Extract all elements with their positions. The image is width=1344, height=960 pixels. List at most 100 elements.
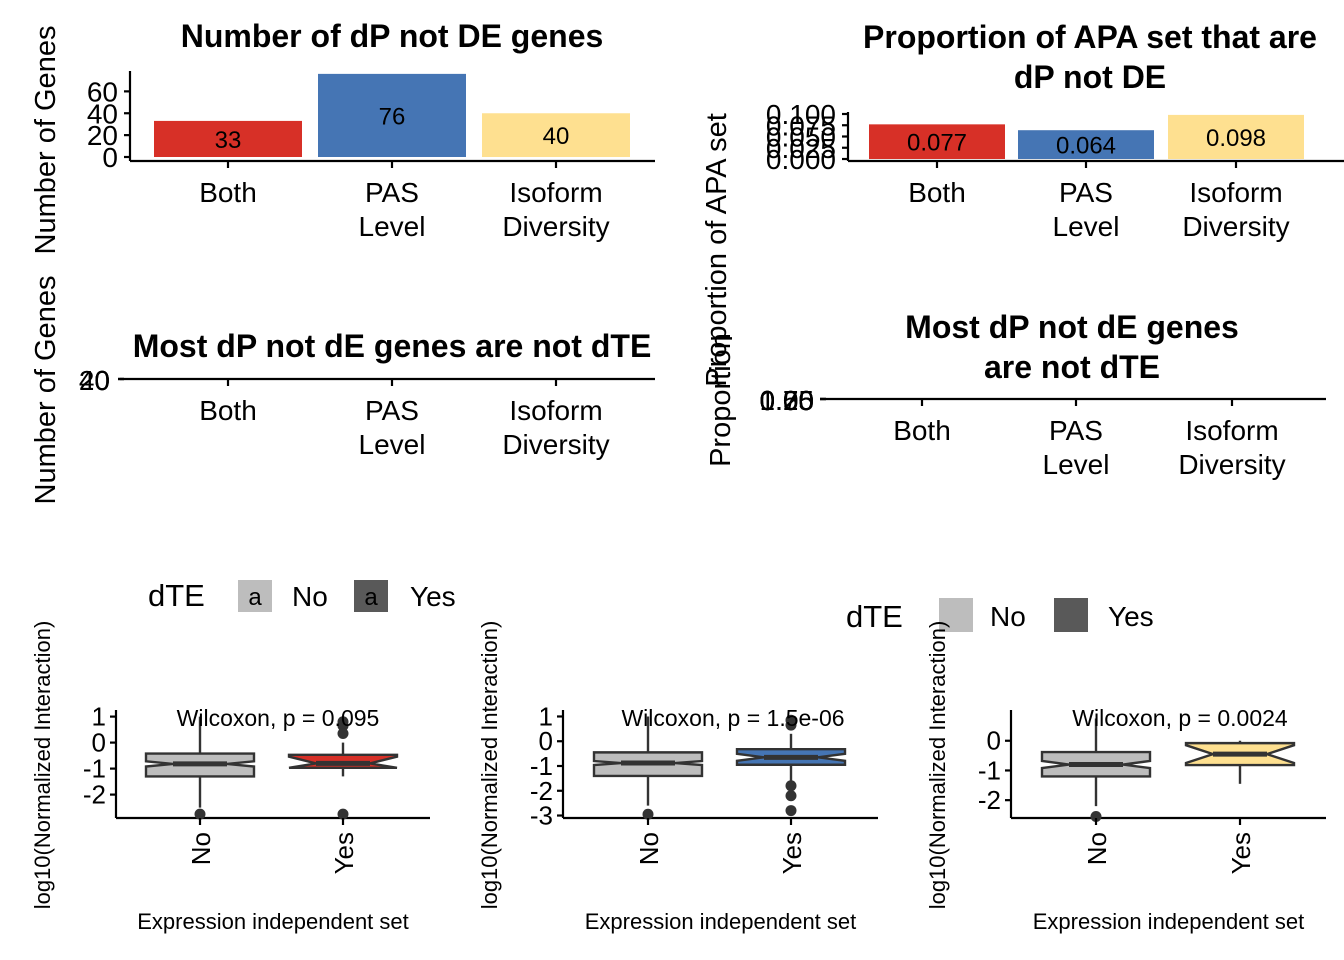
y-tick-label: -1 <box>978 755 1001 785</box>
y-tick-label: 0.50 <box>760 385 815 416</box>
legend-key-glyph: a <box>364 584 378 611</box>
y-axis-title: log10(Normalized Interaction) <box>477 621 502 910</box>
y-axis-title: Number of Genes <box>30 276 62 505</box>
y-tick-label: 40 <box>87 98 118 129</box>
bar-0 <box>869 124 1005 159</box>
x-tick-label: Yes <box>777 832 807 874</box>
outlier-point <box>337 728 349 739</box>
chart-title-line: Most dP not dE genes <box>905 309 1239 345</box>
bar-value-label: 0.064 <box>1056 133 1116 160</box>
outlier-point <box>1090 811 1102 823</box>
x-tick-label: Isoform Diversity <box>1182 177 1289 242</box>
boxplot-panel-3: log10(Normalized Interaction) Expression … <box>925 621 1326 934</box>
x-tick-label: No <box>1082 832 1112 865</box>
y-tick-label: 20 <box>87 120 118 151</box>
y-tick-label: 0.100 <box>766 99 836 130</box>
y-tick-label: -1 <box>83 754 106 784</box>
y-axis-title: Number of Genes <box>30 26 62 255</box>
y-axis-title: Proportion of APA set <box>701 113 733 387</box>
y-tick-label: 0 <box>94 365 110 396</box>
x-tick-label: Yes <box>1226 832 1256 874</box>
x-tick-label-line: Level <box>359 429 426 460</box>
x-tick-label: Both <box>893 415 951 446</box>
count-bar-chart: Number of dP not DE genes Number of Genes… <box>30 18 655 254</box>
y-tick-label: 0.025 <box>766 133 836 164</box>
x-tick-label: PAS Level <box>1043 415 1110 480</box>
outlier-point <box>785 790 797 802</box>
proportion-bar-chart: Proportion of APA set that are dP not DE P… <box>701 19 1344 387</box>
outlier-point <box>785 719 797 731</box>
outlier-point <box>194 808 206 820</box>
wilcoxon-annotation: Wilcoxon, p = 0.0024 <box>1072 705 1288 731</box>
legend-label: Yes <box>1108 601 1154 632</box>
legend-key-glyph: a <box>248 584 262 611</box>
bar-value-label: 0.098 <box>1206 125 1266 152</box>
y-tick-label: 1 <box>92 702 106 732</box>
legend-label: No <box>990 601 1026 632</box>
x-axis-title: Expression independent set <box>585 909 857 934</box>
box-yes <box>287 716 399 820</box>
y-tick-label: 0.00 <box>760 385 815 416</box>
x-tick-label: Both <box>908 177 966 208</box>
y-axis-title: log10(Normalized Interaction) <box>30 621 55 910</box>
x-tick-label-line: Both <box>199 395 257 426</box>
x-tick-label-line: PAS <box>365 395 419 426</box>
x-tick-label: Both <box>199 177 257 208</box>
y-tick-label: 20 <box>79 365 110 396</box>
bar-1 <box>318 73 466 157</box>
box-yes <box>735 714 847 817</box>
bar-2 <box>1168 114 1304 159</box>
x-tick-label: Yes <box>329 832 359 874</box>
boxplot-panel-2: log10(Normalized Interaction) Expression … <box>477 621 878 934</box>
x-tick-label-line: Isoform <box>1185 415 1278 446</box>
dte-proportion-bar-chart: Most dP not dE genes are not dTE Proportio… <box>705 309 1326 634</box>
chart-title: Most dP not dE genes are not dTE <box>905 309 1239 385</box>
y-tick-label: 1 <box>539 701 553 731</box>
box-no <box>592 716 704 820</box>
legend-key-no <box>939 598 973 632</box>
x-tick-label-line: Diversity <box>1178 449 1285 480</box>
y-axis-title: log10(Normalized Interaction) <box>925 621 950 910</box>
y-tick-label: 60 <box>87 76 118 107</box>
x-tick-label: No <box>634 832 664 865</box>
outlier-point <box>642 808 654 820</box>
bar-1 <box>1018 130 1154 159</box>
x-tick-label-line: Level <box>359 211 426 242</box>
x-tick-label: PAS Level <box>1053 177 1120 242</box>
boxplot-panel-1: log10(Normalized Interaction) Expression … <box>30 621 430 934</box>
x-axis-title: Expression independent set <box>137 909 409 934</box>
chart-title: Proportion of APA set that are dP not DE <box>863 19 1317 95</box>
y-tick-label: 0 <box>102 142 118 173</box>
chart-title: Most dP not dE genes are not dTE <box>133 328 652 364</box>
y-tick-label: 0.000 <box>766 144 836 175</box>
x-tick-label: PAS Level <box>359 177 426 242</box>
box-yes <box>1184 740 1296 784</box>
bar-value-label: 76 <box>379 103 406 130</box>
bar-value-label: 40 <box>543 123 570 150</box>
outlier-point <box>337 720 349 732</box>
wilcoxon-annotation: Wilcoxon, p = 0.095 <box>177 705 380 731</box>
y-tick-label: -2 <box>978 785 1001 815</box>
legend-label: Yes <box>410 581 456 612</box>
chart-title-line: are not dTE <box>984 349 1160 385</box>
x-axis-title: Expression independent set <box>1033 909 1305 934</box>
bar-value-label: 33 <box>215 127 242 154</box>
x-tick-label-line: PAS <box>1049 415 1103 446</box>
x-tick-label-line: PAS <box>365 177 419 208</box>
y-tick-label: -2 <box>530 776 553 806</box>
outlier-point <box>785 805 797 817</box>
box-no <box>144 716 256 820</box>
x-tick-label-line: PAS <box>1059 177 1113 208</box>
x-tick-label: Isoform Diversity <box>1178 415 1285 480</box>
y-axis-title: Proportion <box>705 333 737 467</box>
y-tick-label: 0.050 <box>766 122 836 153</box>
bar-value-label: 0.077 <box>907 130 967 157</box>
y-tick-label: 1.00 <box>760 385 815 416</box>
outlier-point <box>785 780 797 792</box>
y-tick-label: 0.075 <box>766 110 836 141</box>
outlier-point <box>337 808 349 820</box>
chart-title-line: dP not DE <box>1014 59 1166 95</box>
y-tick-label: 0 <box>987 726 1001 756</box>
y-tick-label: 0.25 <box>760 385 815 416</box>
legend-key-yes <box>354 580 388 612</box>
